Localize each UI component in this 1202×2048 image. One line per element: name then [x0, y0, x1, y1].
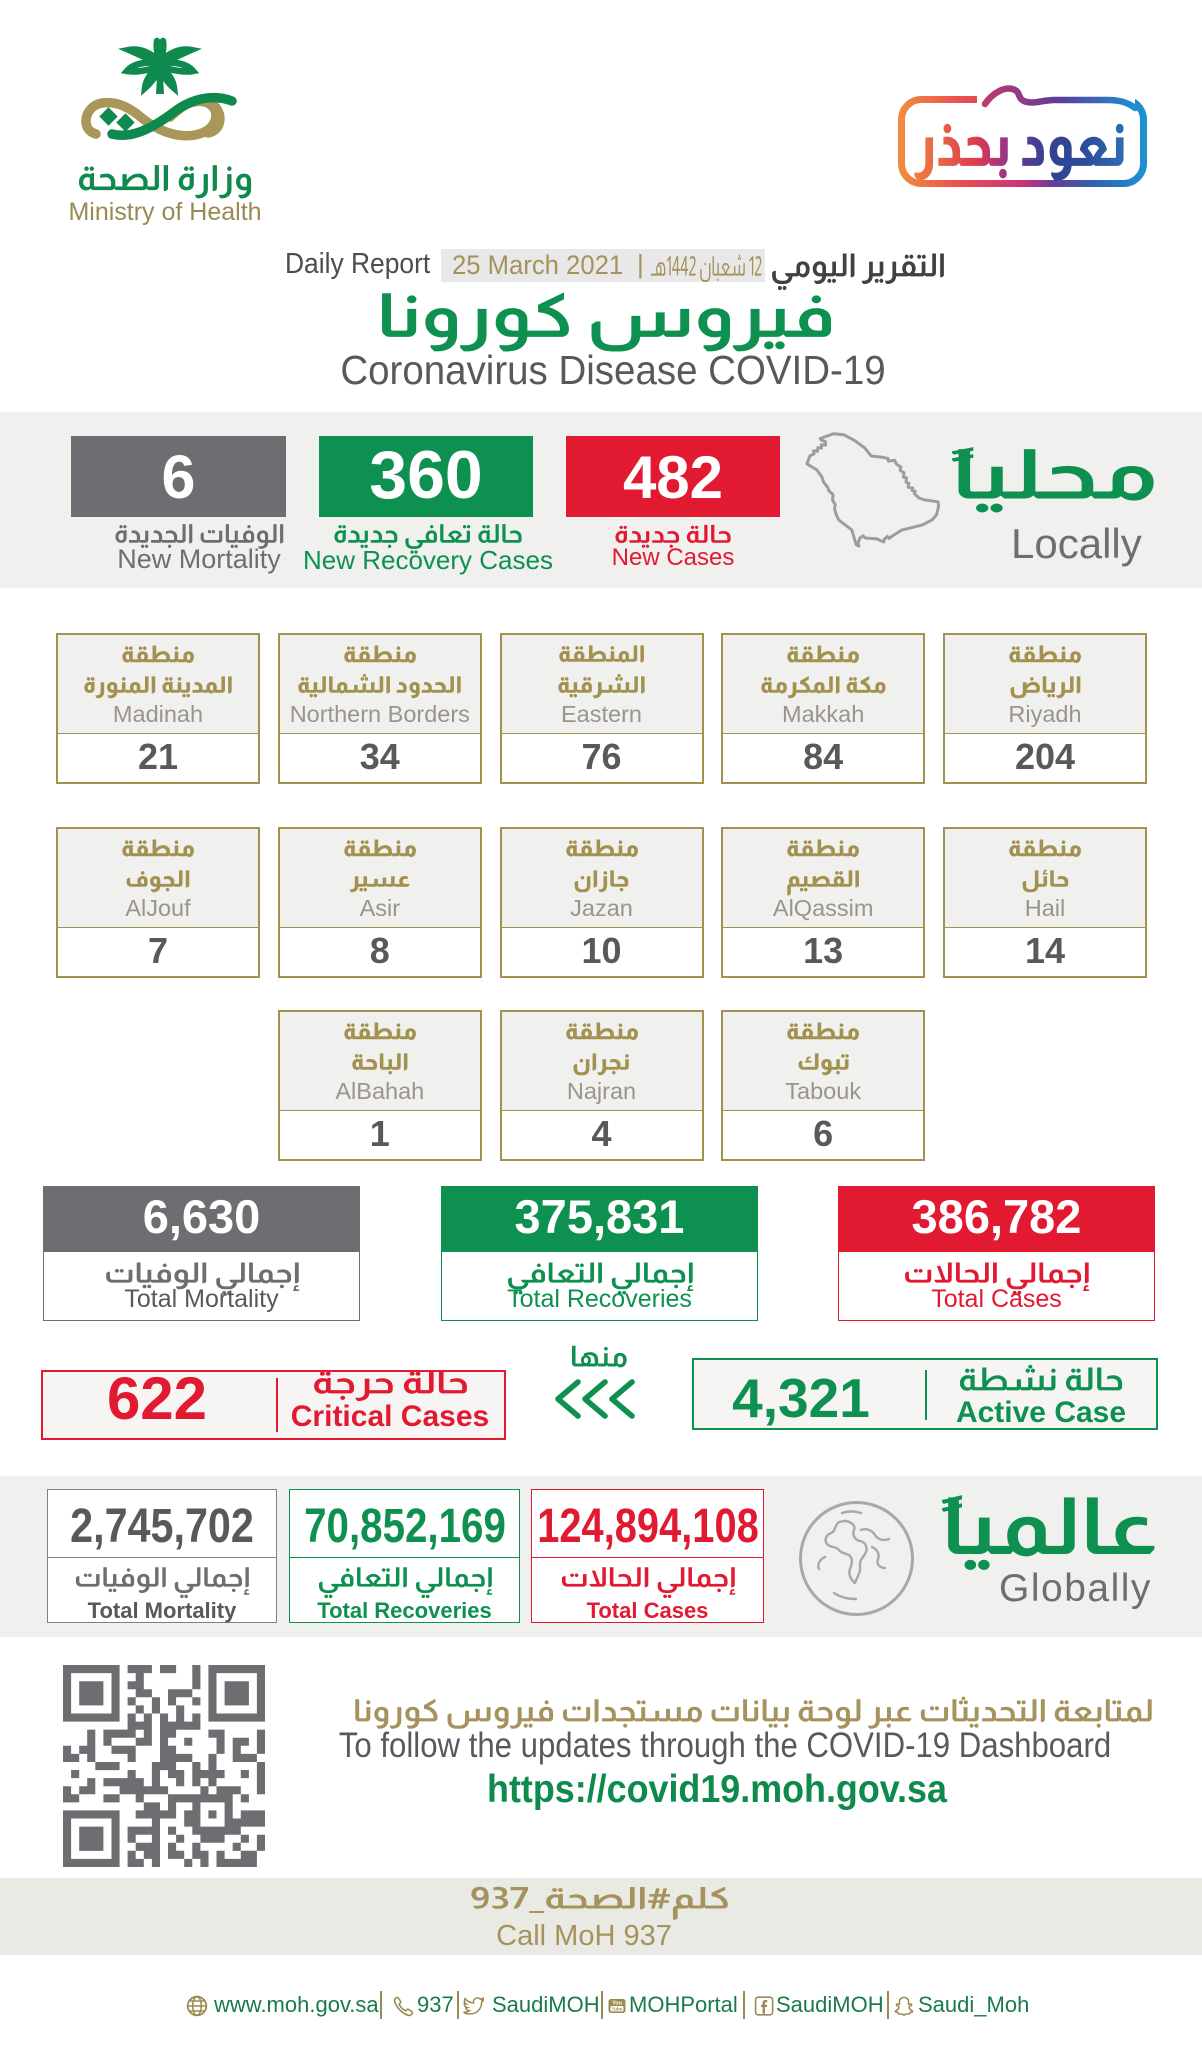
svg-text:You: You — [612, 2001, 622, 2007]
svg-text:Tube: Tube — [611, 2007, 622, 2013]
